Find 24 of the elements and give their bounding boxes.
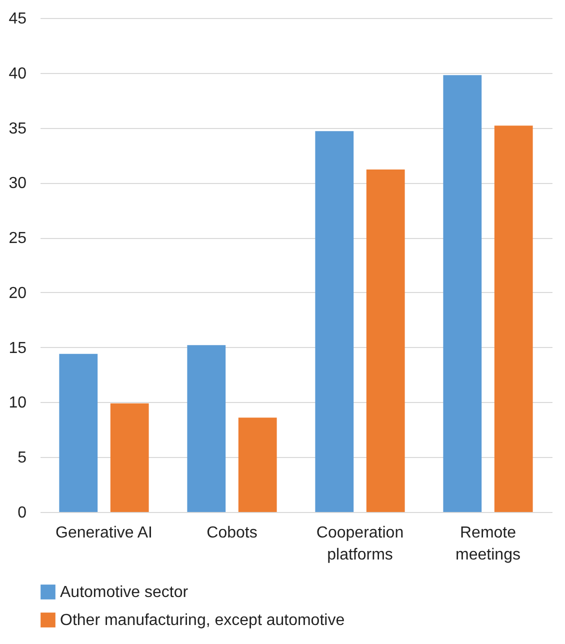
y-tick-label: 5	[18, 450, 27, 467]
y-tick-label: 15	[8, 340, 27, 357]
bar	[443, 75, 482, 512]
bar	[59, 354, 98, 512]
y-tick-label: 35	[8, 120, 27, 138]
bar	[315, 131, 354, 512]
legend-label: Automotive sector	[60, 584, 189, 601]
x-tick-label: Cooperation platforms	[316, 524, 404, 564]
y-tick-label: 20	[8, 284, 27, 302]
y-tick-label: 40	[8, 65, 27, 82]
x-tick-label: Generative AI	[56, 524, 152, 542]
x-tick-label: Cobots	[206, 524, 258, 542]
y-tick-label: 45	[8, 10, 27, 28]
x-tick-label: Remote meetings	[456, 524, 520, 564]
y-tick-label: 10	[8, 394, 27, 412]
bar	[238, 418, 277, 512]
legend-label: Other manufacturing, except automotive	[60, 612, 345, 629]
bar	[494, 126, 533, 512]
y-tick-label: 0	[18, 504, 27, 522]
bar	[110, 403, 149, 512]
y-tick-label: 30	[8, 175, 27, 192]
y-tick-label: 25	[8, 230, 27, 248]
bar	[187, 345, 226, 512]
bar	[366, 169, 405, 512]
